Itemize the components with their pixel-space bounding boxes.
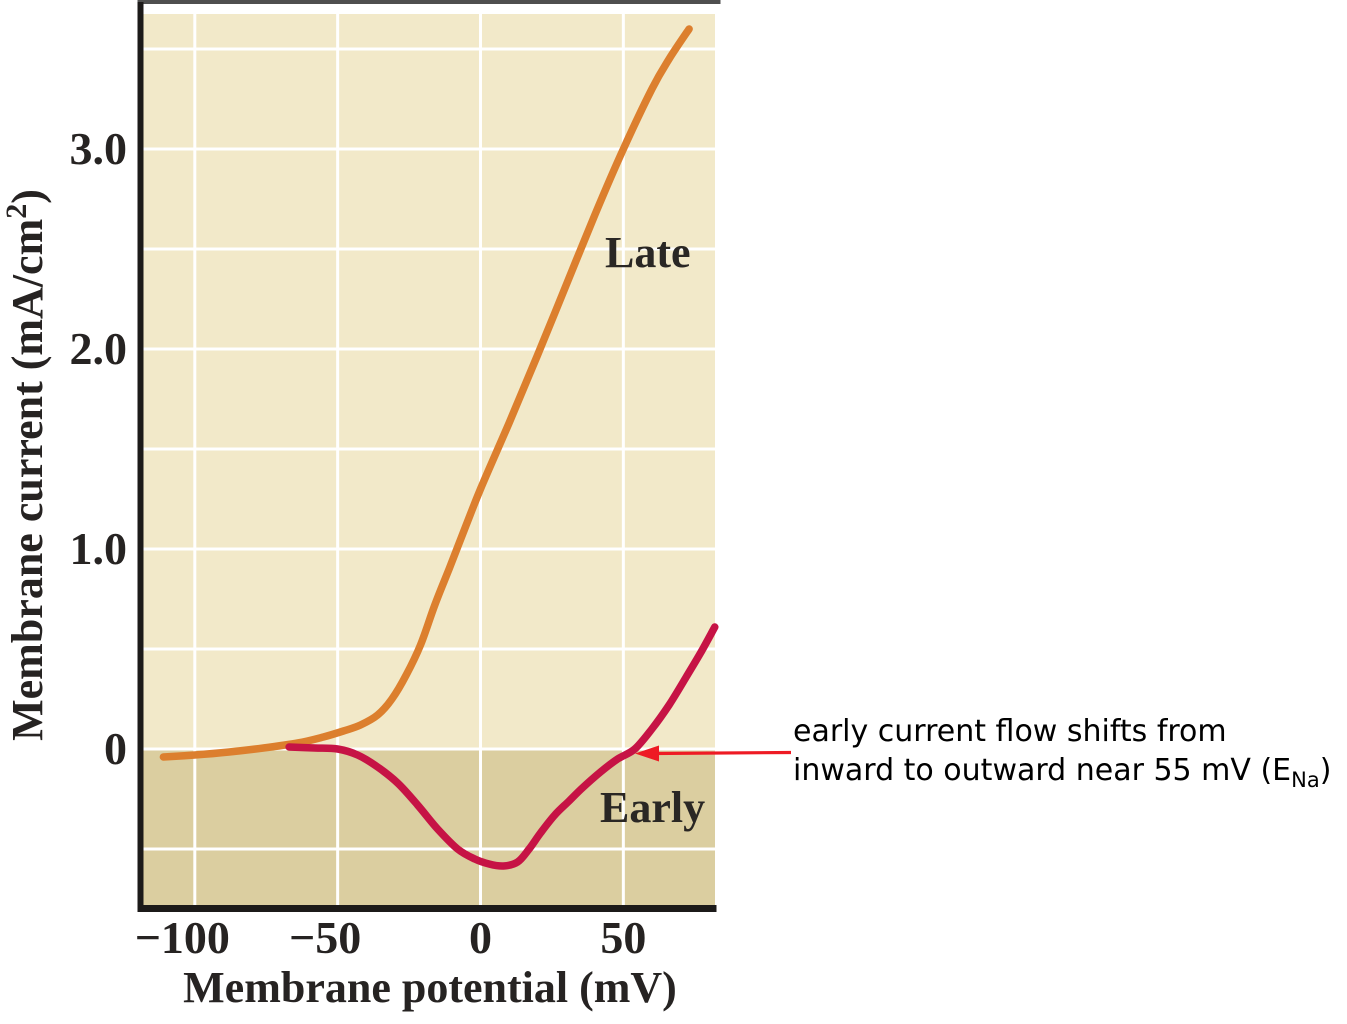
annotation-line2-suffix: )	[1319, 753, 1332, 788]
annotation-note: early current flow shifts from inward to…	[793, 712, 1347, 792]
annotation-subscript-na: Na	[1291, 768, 1320, 792]
late-curve-label: Late	[605, 228, 691, 277]
x-tick-label: 0	[469, 912, 492, 963]
plot-background-negative	[143, 749, 715, 905]
y-tick-label: 0	[104, 723, 127, 774]
annotation-arrow-head	[635, 745, 659, 762]
y-tick-label: 1.0	[70, 523, 128, 574]
y-tick-label: 2.0	[70, 323, 128, 374]
annotation-line1: early current flow shifts from	[793, 714, 1227, 749]
annotation-arrow-shaft	[653, 750, 792, 756]
x-tick-label: −100	[135, 912, 230, 963]
x-tick-label: −50	[289, 912, 361, 963]
late-curve	[159, 25, 693, 761]
annotation-line2-prefix: inward to outward near 55 mV (E	[793, 753, 1292, 788]
y-axis-title: Membrane current (mA/cm2)	[0, 189, 52, 741]
early-curve	[285, 623, 719, 870]
x-tick-label: 50	[600, 912, 646, 963]
y-tick-label: 3.0	[70, 123, 128, 174]
plot-background-positive	[143, 14, 715, 749]
plot-top-edge	[137, 0, 721, 4]
x-axis-line	[137, 905, 717, 912]
x-axis-title: Membrane potential (mV)	[183, 963, 677, 1012]
early-curve-label: Early	[600, 783, 705, 832]
y-axis-line	[137, 2, 144, 912]
